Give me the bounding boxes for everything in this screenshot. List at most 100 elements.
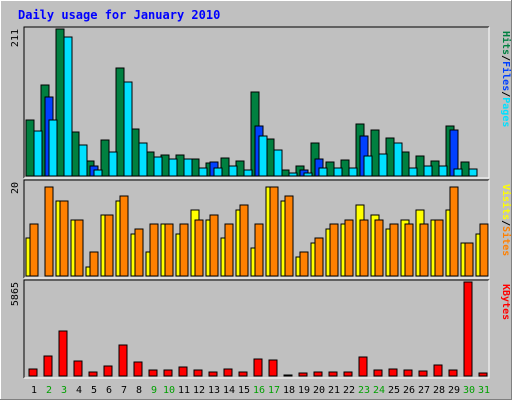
bar-kbytes-day-2 [43,355,53,377]
bar-hits-day-24 [370,129,380,177]
legend-sites: Sites [500,226,512,256]
bar-kbytes-day-12 [193,369,203,377]
bar-pages-day-2 [48,119,58,177]
x-tick-day-9: 9 [151,385,157,396]
bar-kbytes-day-18 [283,374,293,377]
bar-pages-day-28 [438,165,448,177]
x-tick-day-14: 14 [223,385,235,396]
bar-pages-day-21 [333,167,343,177]
bar-pages-day-16 [258,135,268,177]
bar-kbytes-day-17 [268,359,278,377]
x-tick-day-17: 17 [268,385,280,396]
x-tick-day-30: 30 [463,385,475,396]
bar-sites-day-11 [179,223,189,277]
bar-kbytes-day-21 [328,371,338,377]
x-axis-day-labels: 1 2 3 4 5 6 7 8 9 10 11 12 13 14 15 16 17 18 19 20 21 22 23 24 2… [31,385,490,396]
panel-hits-files-pages-legend-text: Hits/Files/Pages [500,31,512,127]
bar-sites-day-16 [254,223,264,277]
x-tick-day-11: 11 [178,385,190,396]
bar-pages-day-13 [213,167,223,177]
x-tick-day-6: 6 [106,385,112,396]
bar-kbytes-day-9 [148,369,158,377]
bar-kbytes-day-3 [58,330,68,377]
bar-kbytes-day-10 [163,369,173,377]
legend-visits: Visits [500,184,512,220]
x-tick-day-7: 7 [121,385,127,396]
panel-hits-files-pages-max-label: 211 [10,29,21,47]
x-tick-day-31: 31 [478,385,490,396]
panel-kbytes-border-light [24,280,490,379]
bar-kbytes-day-11 [178,366,188,377]
bar-kbytes-day-30 [463,281,473,377]
series-pages [33,36,478,177]
x-tick-day-10: 10 [163,385,175,396]
bar-kbytes-day-14 [223,368,233,377]
panel-kbytes-border-dark [23,279,489,378]
x-tick-day-8: 8 [136,385,142,396]
bar-sites-day-8 [134,228,144,277]
x-tick-day-1: 1 [31,385,37,396]
bar-sites-day-24 [374,219,384,277]
x-tick-day-12: 12 [193,385,205,396]
bar-sites-day-4 [74,219,84,277]
legend-separator: / [500,55,511,61]
x-tick-day-2: 2 [46,385,52,396]
bar-pages-day-26 [408,167,418,177]
bar-sites-day-1 [29,223,39,277]
bar-pages-day-8 [138,142,148,177]
x-tick-day-5: 5 [91,385,97,396]
bar-kbytes-day-15 [238,371,248,377]
bar-sites-day-17 [269,186,279,277]
legend-separator: / [500,220,511,226]
bar-sites-day-7 [119,195,129,277]
bar-pages-day-24 [378,153,388,177]
bar-sites-day-22 [344,219,354,277]
bar-sites-day-23 [359,219,369,277]
x-tick-day-21: 21 [328,385,340,396]
bar-hits-day-1 [25,119,35,177]
panel-kbytes-legend: KBytes [500,284,511,320]
x-tick-day-15: 15 [238,385,250,396]
bar-kbytes-day-20 [313,371,323,377]
series-sites [29,186,489,277]
bar-pages-day-9 [153,156,163,177]
x-tick-day-26: 26 [403,385,415,396]
bar-pages-day-17 [273,149,283,177]
bar-sites-day-26 [404,223,414,277]
x-tick-day-3: 3 [61,385,67,396]
panel-kbytes-legend-text: KBytes [500,284,511,320]
bar-pages-day-5 [93,169,103,177]
panel-hits-files-pages-border-dark [23,26,489,178]
x-tick-day-20: 20 [313,385,325,396]
bar-pages-day-12 [198,167,208,177]
bar-kbytes-day-23 [358,356,368,377]
legend-pages: Pages [500,97,511,127]
bar-sites-day-15 [239,204,249,277]
panel-kbytes-max-label: 5865 [10,282,21,306]
legend-kbytes: KBytes [500,284,511,320]
bar-pages-day-4 [78,144,88,177]
bar-pages-day-10 [168,158,178,177]
bar-kbytes-day-31 [478,372,488,377]
bar-sites-day-28 [434,219,444,277]
bar-sites-day-27 [419,223,429,277]
bar-kbytes-day-5 [88,371,98,377]
bar-sites-day-30 [464,242,474,277]
bar-sites-day-13 [209,214,219,277]
bar-sites-day-21 [329,223,339,277]
bar-pages-day-25 [393,142,403,177]
panel-hits-files-pages-legend: Hits/Files/Pages [500,31,512,127]
bar-kbytes-day-25 [388,368,398,377]
bar-sites-day-20 [314,237,324,277]
bar-kbytes-day-24 [373,369,383,377]
panel-hits-files-pages: 211 Hits/Files/Pages [10,26,512,179]
bar-pages-day-30 [468,168,478,177]
bar-pages-day-22 [348,167,358,177]
bar-kbytes-day-26 [403,369,413,377]
bar-sites-day-9 [149,223,159,277]
panel-kbytes: 5865 KBytes [10,279,511,379]
bar-kbytes-day-8 [133,361,143,377]
bar-sites-day-31 [479,223,489,277]
bar-kbytes-day-6 [103,365,113,377]
bar-pages-day-11 [183,158,193,177]
